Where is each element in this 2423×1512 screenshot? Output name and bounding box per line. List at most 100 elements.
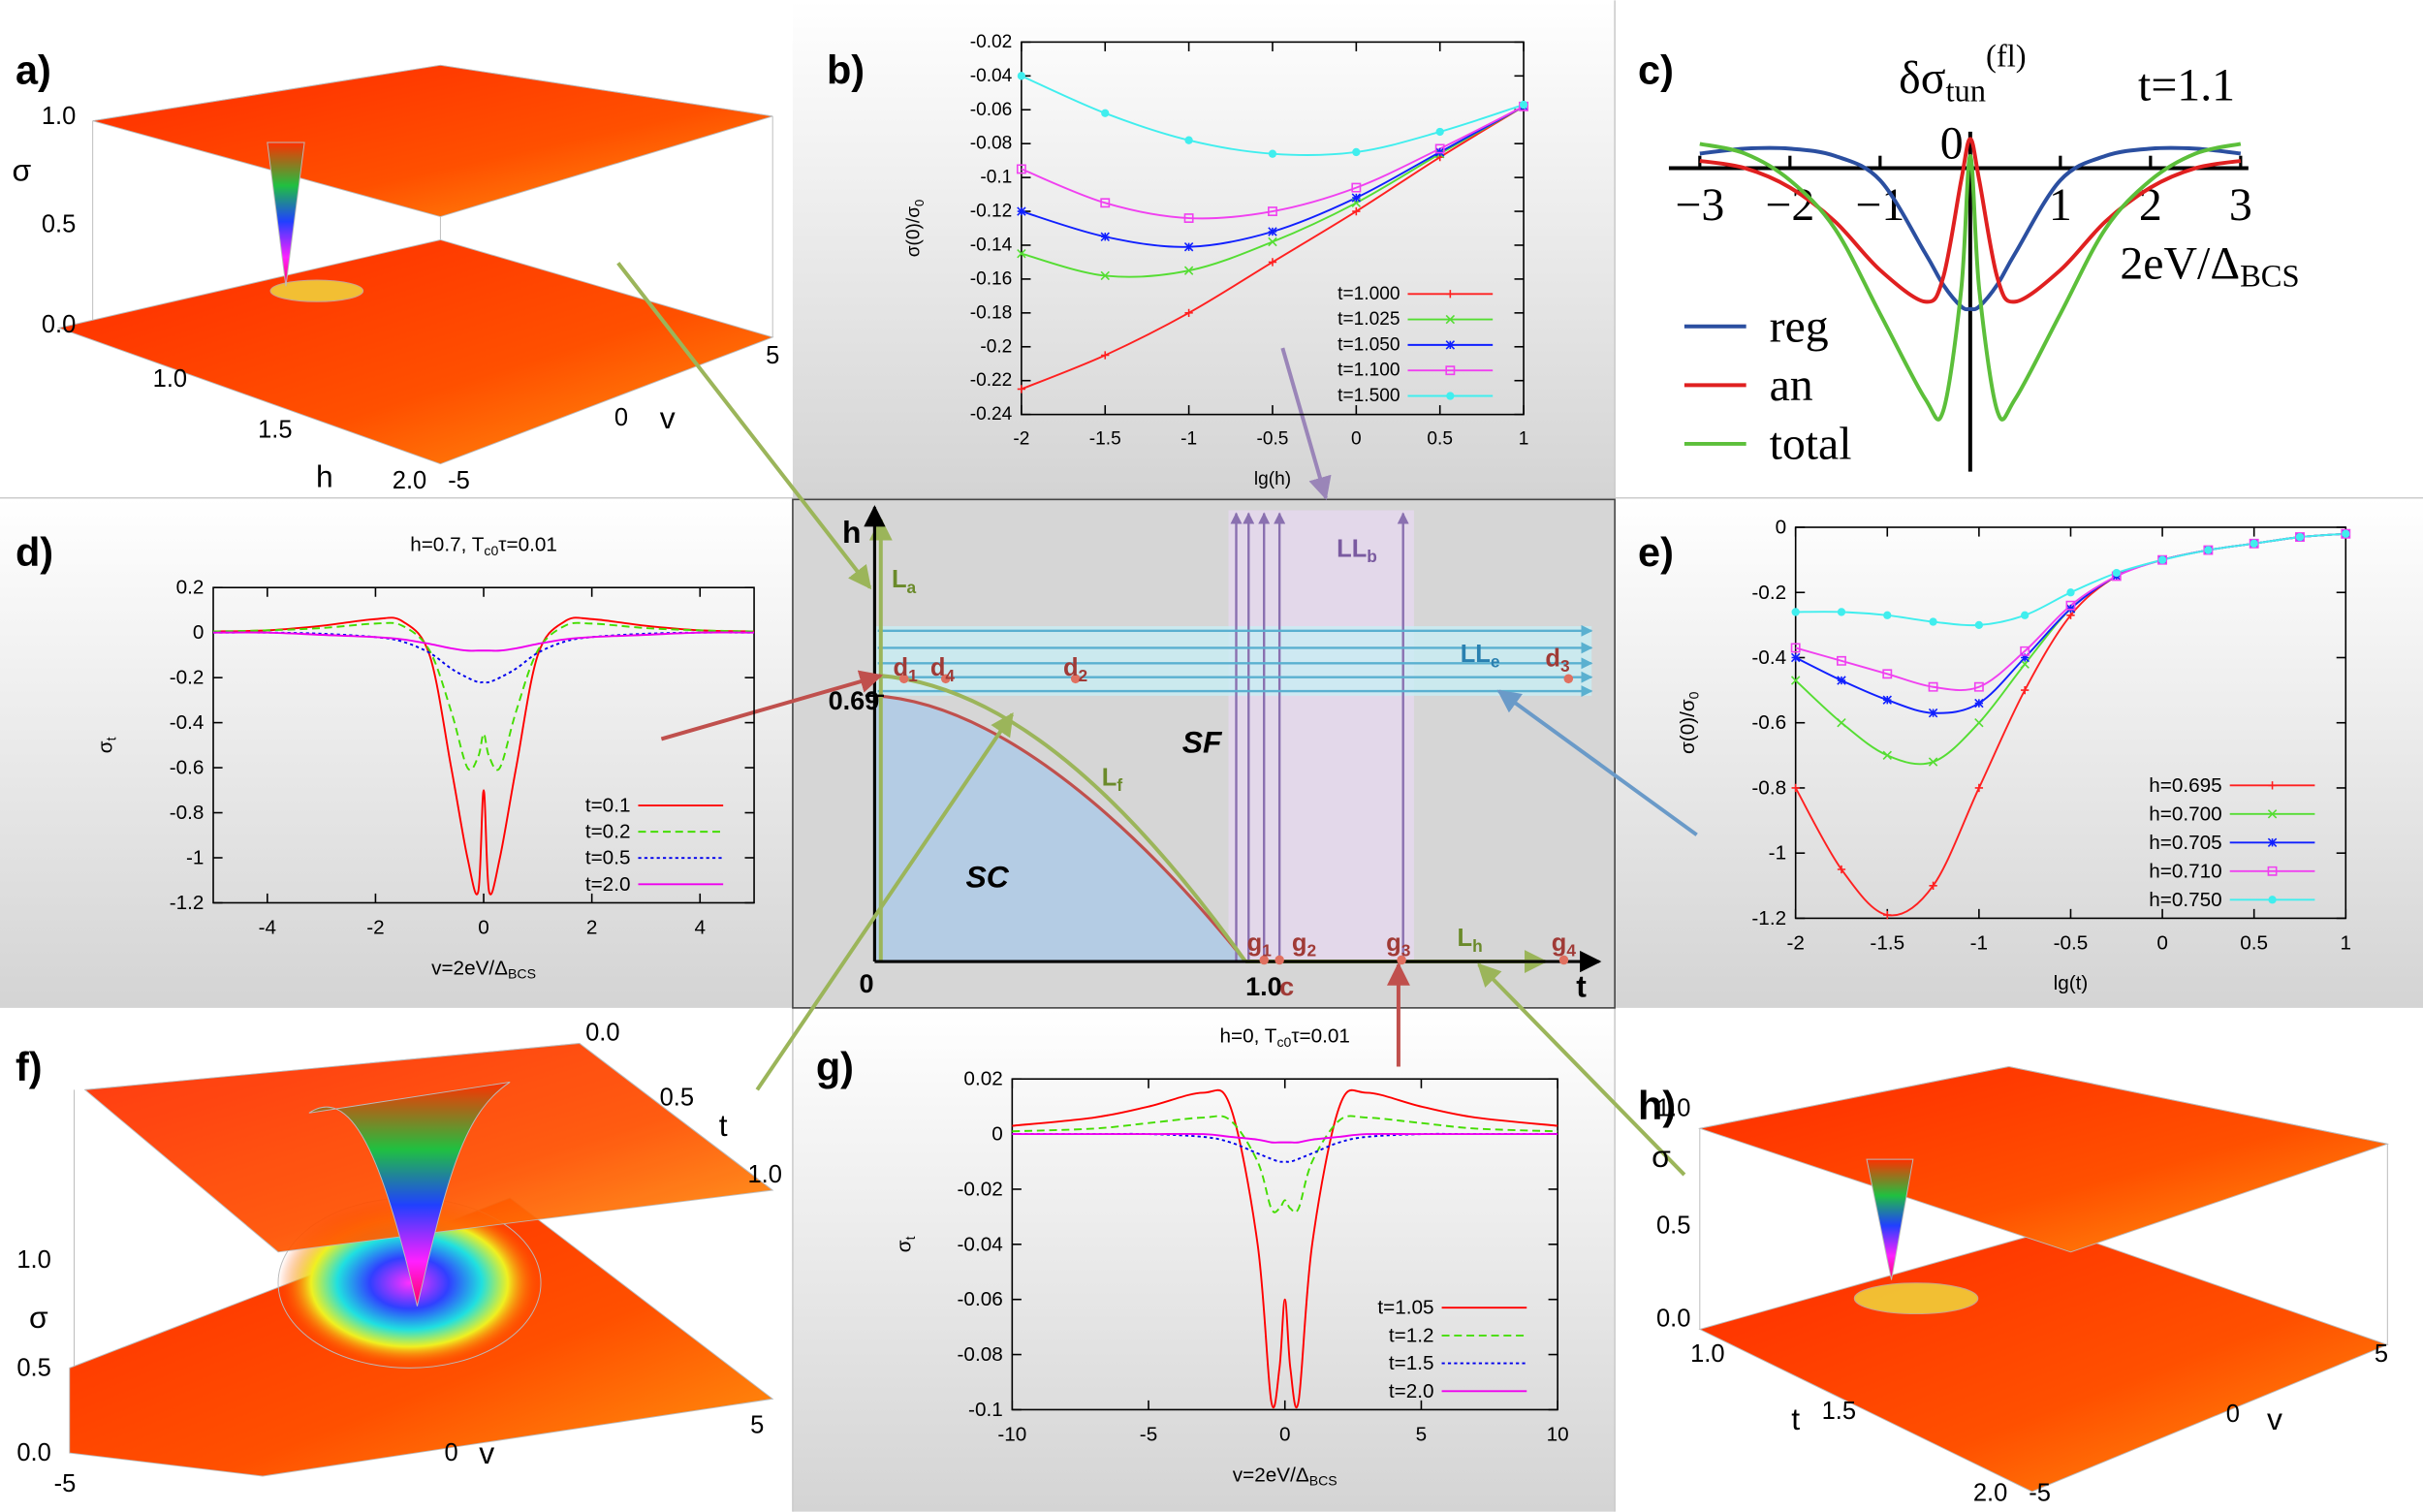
legend-marker: [1445, 340, 1456, 350]
surface-axis-text: 1.0: [42, 103, 76, 130]
surface-axis-text: v: [2267, 1402, 2282, 1436]
surface-axis-text: 0.5: [1656, 1213, 1690, 1240]
series-line: [1012, 1132, 1558, 1144]
point-marker: [1184, 308, 1193, 317]
y-tick-label: -0.6: [170, 757, 205, 779]
legend-label: an: [1770, 360, 1813, 411]
point-marker: [1928, 681, 1938, 692]
point-marker: [1929, 617, 1937, 626]
y-tick-label: -0.22: [970, 370, 1013, 391]
surface-axis-text: σ: [29, 1300, 48, 1335]
surface-axis-text: 0: [614, 404, 628, 431]
y-tick-label: -0.08: [958, 1343, 1003, 1366]
diagram-label: d4: [930, 654, 956, 685]
legend-label: t=0.5: [585, 847, 631, 869]
chart: −3 −2 −101 2 3: [1668, 117, 2252, 472]
chart-title-part: h=0, T: [1220, 1024, 1277, 1047]
chart-title: h=0.7, Tc0τ=0.01: [410, 533, 557, 558]
x-tick-label: -1.5: [1870, 931, 1904, 954]
surface-f: [69, 1043, 774, 1477]
diagram-label: d1: [894, 654, 919, 685]
panel-label: h): [1638, 1083, 1676, 1128]
chart-title-part: (fl): [1986, 40, 2027, 75]
legend-label: reg: [1770, 300, 1829, 352]
x-tick-label: 0: [2156, 931, 2168, 954]
x-axis-label: v=2eV/ΔBCS: [1233, 1464, 1337, 1489]
diagram-label: h: [842, 515, 861, 550]
x-tick-label: 2: [586, 916, 598, 938]
y-tick-label: 0: [193, 621, 205, 644]
point-marker: [1100, 198, 1111, 208]
surface-axis-text: 0: [2226, 1401, 2240, 1428]
legend-marker: [1446, 290, 1455, 299]
surface-axis-text: 0.0: [16, 1439, 50, 1466]
panel-bg: [792, 1007, 1616, 1512]
point-marker: [2020, 659, 2030, 669]
legend-label: h=0.695: [2149, 774, 2221, 797]
point-marker: [1791, 608, 1800, 616]
point-marker: [1837, 718, 1846, 728]
surface-axis-text: 5: [750, 1411, 764, 1438]
ll-b-arrows: [1230, 512, 1409, 962]
y-tick-label: -0.16: [970, 268, 1013, 289]
point-marker: [1017, 385, 1026, 394]
sc-boundary: [874, 694, 1247, 963]
y-tick-label: 0: [991, 1123, 1003, 1146]
point-marker: [1101, 351, 1110, 360]
point-marker: [2204, 546, 2213, 554]
surface-axis-text: -5: [54, 1470, 77, 1497]
diagram-label: LLe: [1461, 641, 1500, 672]
surface-axis-text: 1.5: [258, 417, 292, 444]
y-tick-label: -0.2: [1751, 582, 1786, 604]
y-axis-label: σt: [893, 1236, 918, 1252]
legend-label: t=1.5: [1389, 1352, 1434, 1374]
point-marker: [1183, 242, 1194, 252]
point-marker: [2342, 529, 2350, 538]
dip: [267, 142, 305, 287]
legend-marker: [2267, 837, 2278, 847]
y-tick-label: -0.04: [970, 66, 1013, 86]
legend-marker: [2267, 866, 2278, 876]
x-tick-label: -4: [259, 916, 276, 938]
x-tick-label: 1: [2341, 931, 2352, 954]
diagram-label-part: 2: [1079, 666, 1088, 685]
diagram-label-part: 3: [1401, 941, 1411, 961]
surface-axis-text: t: [719, 1108, 728, 1143]
point-marker: [2295, 532, 2305, 543]
y-tick-label: -0.1: [980, 168, 1012, 188]
chart-title-part: τ=0.01: [498, 533, 557, 555]
arrow: [1280, 347, 1332, 501]
x-tick-label: -1: [1180, 429, 1197, 450]
legend-label: t=1.100: [1337, 361, 1400, 381]
surface-axis-text: σ: [1652, 1139, 1671, 1174]
diagram-label-part: d: [1545, 646, 1560, 673]
chart-title-part: δσ: [1899, 52, 1946, 104]
surface-axis-text: 5: [766, 342, 779, 369]
surface-axis-text: 1.0: [747, 1161, 781, 1188]
annotation: t=1.1: [2138, 60, 2235, 111]
surface-axis-text: h: [316, 458, 333, 493]
point-marker: [1100, 270, 1110, 281]
dip: [1866, 1158, 1914, 1280]
y-tick-label: -0.08: [970, 134, 1013, 154]
surface-axis-text: 0.5: [16, 1354, 50, 1381]
x-tick-label: 10: [1547, 1423, 1569, 1445]
y-tick-label: -0.4: [1751, 646, 1786, 669]
surface-upper: [1697, 1065, 2390, 1253]
diagram-label-part: L: [1458, 925, 1473, 952]
y-tick-label: -0.6: [1751, 711, 1786, 734]
x-tick-label: 0: [478, 916, 489, 938]
legend-label: t=1.025: [1337, 309, 1400, 330]
legend-marker: [1446, 392, 1455, 400]
x-tick-label: -1: [1970, 931, 1988, 954]
diagram-label: LLb: [1337, 535, 1377, 566]
diagram-label-part: 4: [945, 666, 955, 685]
diagram-label-part: d: [1063, 654, 1079, 681]
point-marker: [2065, 600, 2076, 611]
surface-axis-text: -5: [448, 467, 470, 494]
y-tick-label: -0.06: [958, 1288, 1003, 1310]
x-axis-label-part: BCS: [508, 966, 536, 982]
surface-axis-text: 5: [2375, 1340, 2388, 1368]
point-marker: [2295, 532, 2305, 542]
sc-region: [874, 695, 1246, 962]
